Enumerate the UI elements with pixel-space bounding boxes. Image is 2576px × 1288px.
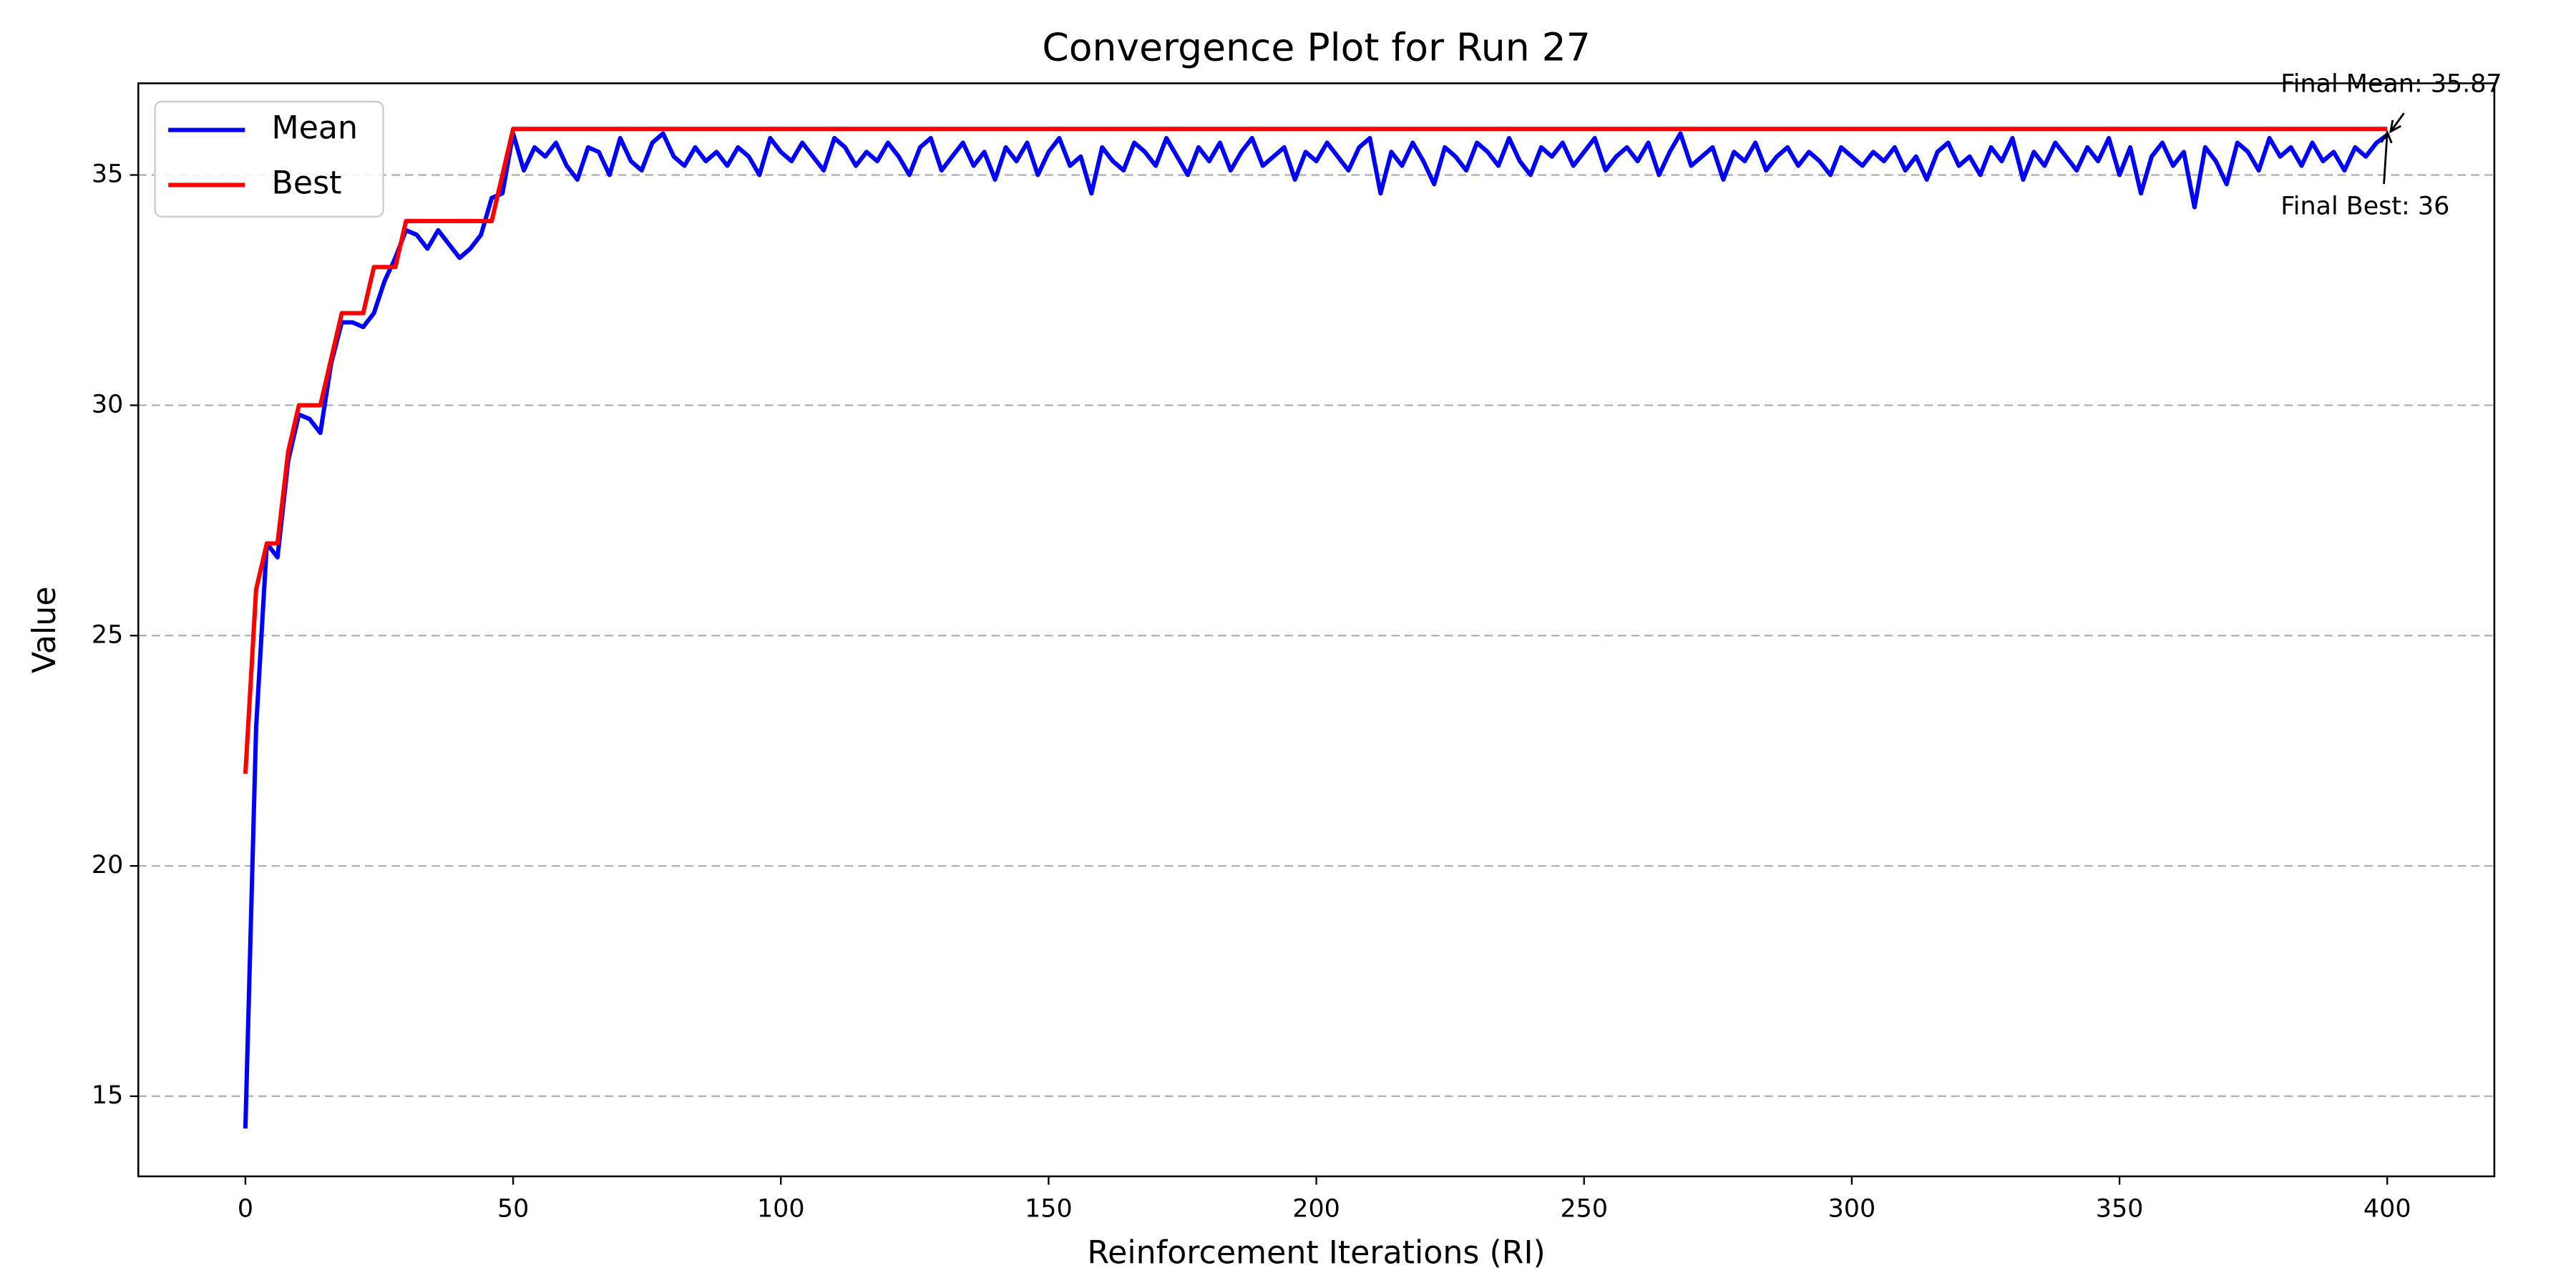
legend: Mean Best	[154, 100, 384, 218]
annotation-arrow	[2389, 112, 2405, 132]
x-tick-label: 100	[757, 1195, 805, 1224]
series-line	[243, 127, 2388, 774]
y-tick-label: 30	[92, 390, 123, 419]
annotation-arrow	[2383, 132, 2389, 185]
y-tick-label: 20	[92, 851, 123, 879]
annotation-text: Final Best: 36	[2280, 192, 2449, 221]
y-tick-label: 25	[92, 620, 123, 649]
x-tick-label: 200	[1292, 1195, 1340, 1224]
x-tick-label: 400	[2363, 1195, 2411, 1224]
series-line	[243, 131, 2389, 1129]
y-axis-label: Value	[26, 586, 63, 673]
x-tick-label: 150	[1025, 1195, 1073, 1224]
legend-label: Mean	[272, 110, 358, 147]
y-tick-label: 35	[92, 160, 123, 189]
annotation-arrowhead	[2389, 119, 2401, 134]
x-tick-label: 0	[238, 1195, 253, 1224]
x-tick-label: 250	[1560, 1195, 1608, 1224]
x-tick-label: 300	[1828, 1195, 1876, 1224]
annotation-arrowhead	[2380, 130, 2393, 144]
x-tick-label: 350	[2096, 1195, 2144, 1224]
chart-title: Convergence Plot for Run 27	[1042, 24, 1590, 69]
x-axis-label: Reinforcement Iterations (RI)	[1087, 1234, 1545, 1271]
annotation-text: Final Mean: 35.87	[2280, 70, 2502, 99]
plot-frame	[137, 82, 2496, 1178]
x-tick-label: 50	[497, 1195, 529, 1224]
y-tick-label: 15	[92, 1081, 123, 1110]
legend-label: Best	[272, 165, 342, 201]
